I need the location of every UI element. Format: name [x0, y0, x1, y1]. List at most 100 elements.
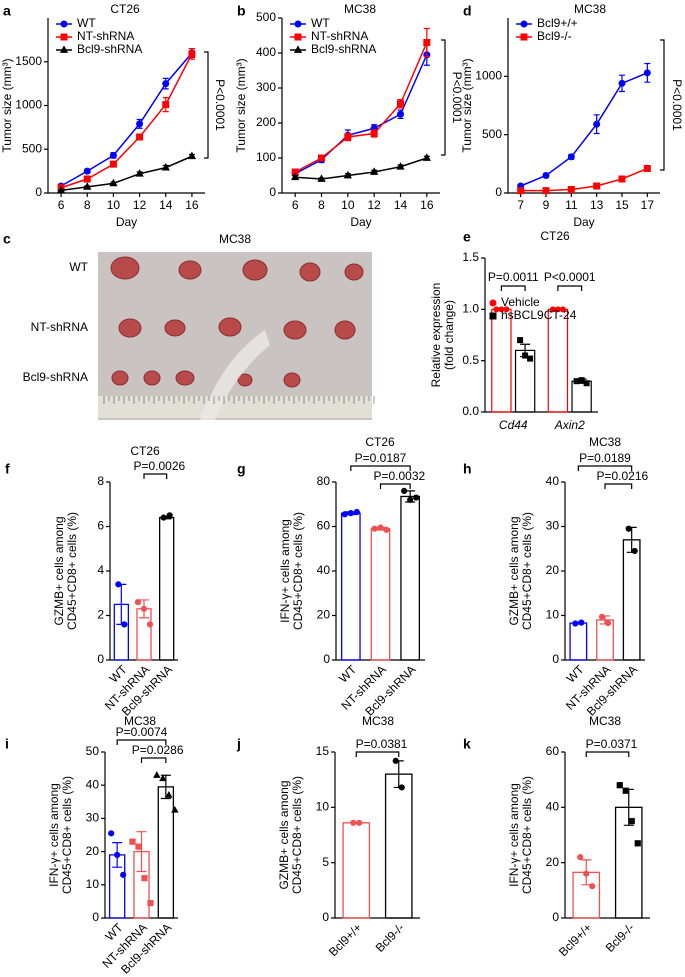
data-point: [583, 870, 590, 877]
bracket: [585, 751, 630, 757]
data-point: [598, 613, 606, 620]
bar: [491, 308, 512, 413]
y-axis-label: Relative expression: [429, 283, 443, 388]
bracket: [143, 473, 168, 479]
data-point: [577, 854, 584, 861]
panel-line: b MC38 0 100 200 300 400 500 Tumor size (mm³) 6 8 1…: [234, 2, 464, 229]
bracket: [379, 483, 411, 489]
series-line: [294, 42, 428, 173]
annotation: P=0.0189: [579, 451, 631, 465]
data-point: [423, 39, 431, 46]
panel-letter: b: [237, 3, 246, 19]
x-tick-label: 7: [517, 198, 524, 212]
y-tick-label: 200: [256, 115, 276, 129]
data-point: [141, 875, 148, 882]
y-tick-label: 500: [22, 141, 42, 155]
x-tick-label: 14: [394, 198, 408, 212]
y-tick-label: 40: [546, 800, 560, 814]
x-tick-label: 6: [292, 198, 299, 212]
y-tick-label: 20: [546, 855, 560, 869]
axes: [564, 752, 650, 919]
bar: [384, 773, 413, 919]
y-axis-label: IFN-γ+ cells among: [278, 519, 292, 623]
data-point: [171, 805, 179, 813]
bar: [342, 822, 371, 919]
tumors: [110, 256, 364, 388]
x-axis-label: Day: [350, 215, 371, 229]
y-tick-label: 1.5: [462, 250, 479, 264]
x-tick-label: Cd44: [499, 418, 528, 432]
y-tick-label: 8: [97, 474, 104, 488]
data-point: [542, 187, 550, 195]
data-point: [353, 508, 360, 516]
panel-bar: i MC38 0 10 20 30 40 50 IFN-γ+ cells among CD45+C…: [5, 714, 184, 976]
data-point: [135, 169, 144, 177]
photo-title: MC38: [219, 232, 251, 246]
legend-marker: [520, 20, 528, 28]
bracket: [557, 285, 583, 291]
y-tick-label: 0: [322, 910, 329, 924]
axes: [564, 482, 645, 661]
annotation: P=0.0216: [596, 469, 648, 483]
y-axis-label: IFN-γ+ cells among: [47, 783, 61, 887]
x-tick-label: 10: [341, 198, 355, 212]
x-axis-label: Day: [116, 215, 137, 229]
data-point: [343, 170, 352, 179]
y-tick-label: 0: [269, 185, 276, 199]
y-tick-label: 10: [546, 608, 560, 622]
photo-background: [98, 252, 372, 420]
y-tick-label: 0: [552, 652, 559, 666]
y-axis-label: CD45+CD8+ cells (%): [65, 512, 79, 630]
row-label: Bcl9-shRNA: [23, 370, 88, 384]
panel-bar: h MC38 0 10 20 30 40 GZMB+ cells among CD45+CD8+…: [463, 435, 649, 718]
legend-label: Bcl9-shRNA: [77, 42, 142, 56]
data-point: [377, 524, 384, 531]
annotation: P<0.0001: [544, 270, 596, 284]
data-point: [618, 175, 626, 183]
y-tick-label: 10: [316, 800, 330, 814]
x-tick-label: Bcl9+/+: [556, 920, 595, 959]
data-point: [643, 69, 651, 77]
y-axis-label: CD45+CD8+ cells (%): [291, 512, 305, 630]
data-point: [165, 791, 173, 798]
data-point: [401, 487, 408, 494]
data-point: [589, 883, 596, 890]
data-point: [578, 619, 585, 626]
data-point: [396, 162, 405, 170]
series-line: [294, 54, 428, 175]
data-point: [618, 79, 626, 87]
bracket: [500, 285, 526, 291]
chart-title: MC38: [574, 2, 606, 16]
annotation: P=0.0026: [133, 459, 185, 473]
data-point: [153, 771, 161, 778]
bracket: [441, 39, 446, 156]
chart-title: CT26: [365, 435, 395, 449]
x-axis-label: Day: [573, 215, 594, 229]
legend-marker: [489, 312, 497, 320]
photo-panel: [98, 252, 372, 420]
x-tick-label: 15: [615, 198, 629, 212]
annotation: P=0.0371: [586, 737, 638, 751]
panel-bar: k MC38 0 20 40 60 IFN-γ+ cells among CD45+CD8+ …: [463, 714, 650, 959]
axes: [334, 752, 420, 919]
data-point: [188, 50, 196, 58]
data-point: [567, 186, 575, 193]
annotation: P=0.0011: [488, 270, 539, 284]
panel-letter: c: [3, 231, 11, 247]
y-tick-label: 0: [323, 652, 330, 666]
annotation: P=0.0032: [373, 469, 425, 483]
legend-label: NT-shRNA: [311, 29, 368, 43]
y-tick-label: 50: [86, 744, 100, 758]
legend-marker: [294, 20, 302, 28]
y-tick-label: 80: [317, 474, 331, 488]
x-tick-label: 8: [84, 198, 91, 212]
data-point: [109, 160, 117, 168]
legend-label: hsBCL9CT-24: [501, 308, 577, 322]
y-tick-label: 0: [97, 652, 104, 666]
bar: [596, 619, 614, 661]
data-point: [370, 130, 378, 137]
y-tick-label: 60: [546, 744, 560, 758]
legend-marker: [60, 33, 68, 41]
axes: [109, 482, 178, 661]
